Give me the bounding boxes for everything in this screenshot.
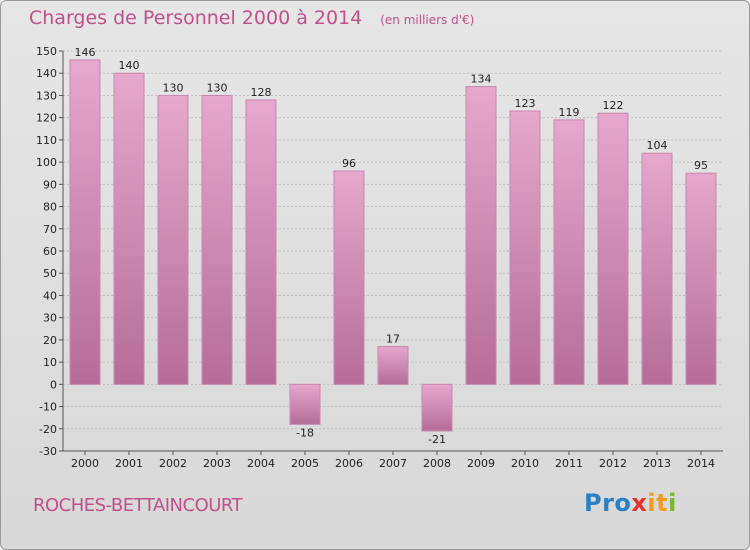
y-tick-label: 30 (43, 312, 57, 325)
x-tick-label: 2007 (379, 457, 407, 470)
chart-title-block: Charges de Personnel 2000 à 2014 (en mill… (29, 7, 474, 29)
x-tick-label: 2000 (71, 457, 99, 470)
value-label-2008: -21 (428, 433, 446, 446)
bar-2005 (289, 383, 321, 425)
y-tick-label: 20 (43, 334, 57, 347)
y-tick-label: 100 (36, 156, 57, 169)
x-tick-label: 2014 (687, 457, 715, 470)
y-tick-label: -20 (39, 423, 57, 436)
value-label-2009: 134 (471, 73, 492, 86)
bar-2011 (553, 119, 585, 385)
y-tick-label: 90 (43, 178, 57, 191)
bar-2008 (421, 383, 453, 432)
x-tick-label: 2006 (335, 457, 363, 470)
bars: 146 140 130 130 128 -18 96 17 -21 134 123 119 122 104… (69, 46, 717, 446)
chart-title: Charges de Personnel 2000 à 2014 (29, 7, 363, 29)
y-tick-label: 40 (43, 289, 57, 302)
x-tick-label: 2008 (423, 457, 451, 470)
value-label-2004: 128 (251, 86, 272, 99)
chart-subtitle: (en milliers d'€) (380, 13, 475, 27)
bar-2002 (157, 94, 189, 385)
x-tick-label: 2011 (555, 457, 583, 470)
bar-2001 (113, 72, 145, 385)
value-label-2002: 130 (163, 81, 184, 94)
bar-2007 (377, 346, 409, 385)
value-label-2003: 130 (207, 81, 228, 94)
x-tick-label: 2013 (643, 457, 671, 470)
y-tick-label: -30 (39, 445, 57, 458)
x-tick-label: 2009 (467, 457, 495, 470)
y-tick-label: 10 (43, 356, 57, 369)
value-label-2011: 119 (559, 106, 580, 119)
x-tick-label: 2001 (115, 457, 143, 470)
x-tick-label: 2012 (599, 457, 627, 470)
bar-2009 (465, 86, 497, 385)
x-tick-label: 2002 (159, 457, 187, 470)
bar-2012 (597, 112, 629, 385)
bar-2006 (333, 170, 365, 385)
x-tick-label: 2003 (203, 457, 231, 470)
bar-2003 (201, 94, 233, 385)
x-axis: 2000 2001 2002 2003 2004 2005 2006 2007 2008 2009… (71, 451, 715, 470)
y-tick-label: 150 (36, 45, 57, 58)
value-label-2014: 95 (694, 159, 708, 172)
y-tick-label: 70 (43, 223, 57, 236)
value-label-2006: 96 (342, 157, 356, 170)
proxiti-logo: Proxiti (584, 489, 677, 517)
bar-2000 (69, 59, 101, 385)
y-tick-label: -10 (39, 401, 57, 414)
x-tick-label: 2005 (291, 457, 319, 470)
y-tick-label: 0 (50, 378, 57, 391)
commune-name: ROCHES-BETTAINCOURT (33, 495, 243, 516)
bar-2004 (245, 99, 277, 385)
y-tick-label: 60 (43, 245, 57, 258)
value-label-2007: 17 (386, 333, 400, 346)
bar-2014 (685, 172, 717, 385)
bar-2010 (509, 110, 541, 385)
value-label-2000: 146 (75, 46, 96, 59)
x-tick-label: 2010 (511, 457, 539, 470)
value-label-2010: 123 (515, 97, 536, 110)
y-tick-label: 80 (43, 201, 57, 214)
value-label-2013: 104 (647, 139, 668, 152)
y-tick-label: 140 (36, 67, 57, 80)
bar-2013 (641, 152, 673, 385)
value-label-2005: -18 (296, 426, 314, 439)
y-tick-label: 130 (36, 89, 57, 102)
y-tick-label: 120 (36, 112, 57, 125)
value-label-2012: 122 (603, 99, 624, 112)
y-tick-label: 110 (36, 134, 57, 147)
x-tick-label: 2004 (247, 457, 275, 470)
value-label-2001: 140 (119, 59, 140, 72)
y-tick-label: 50 (43, 267, 57, 280)
